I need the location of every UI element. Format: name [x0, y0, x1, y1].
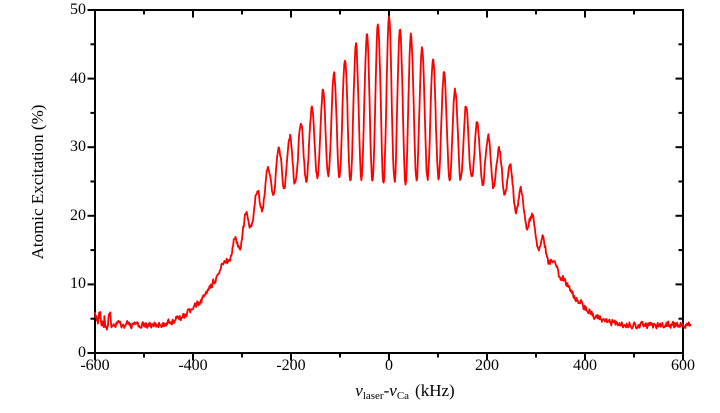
x-axis-title-nu-ca: ν	[389, 381, 397, 400]
plot-frame	[94, 9, 684, 354]
y-axis-title: Atomic Excitation (%)	[28, 104, 47, 260]
x-axis-title-sub-ca: Ca	[396, 390, 410, 402]
x-tick-label-n200: -200	[276, 357, 306, 374]
x-tick-label-600: 600	[671, 357, 695, 374]
signal-trace	[94, 15, 692, 331]
y-tick-label-50: 50	[70, 1, 86, 18]
x-tick-label-n600: -600	[80, 357, 110, 374]
y-tick-label-30: 30	[70, 138, 86, 155]
x-axis-title-minus: -	[383, 381, 390, 400]
x-tick-label-400: 400	[573, 357, 597, 374]
x-axis-title-sub-laser: laser	[362, 390, 384, 402]
x-axis-title: νlaser-νCa (kHz)	[0, 381, 720, 402]
y-tick-label-20: 20	[70, 207, 86, 224]
y-tick-label-0: 0	[78, 344, 86, 361]
y-tick-label-10: 10	[70, 275, 86, 292]
x-tick-label-200: 200	[475, 357, 499, 374]
y-tick-label-40: 40	[70, 70, 86, 87]
x-axis-title-units: (kHz)	[415, 381, 455, 400]
x-tick-label-n400: -400	[178, 357, 208, 374]
x-axis-title-nu-laser: ν	[355, 381, 363, 400]
x-tick-label-0: 0	[385, 357, 393, 374]
